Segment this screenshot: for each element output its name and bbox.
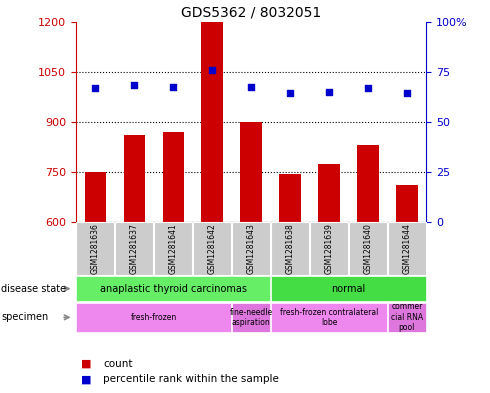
Text: GSM1281639: GSM1281639 (324, 223, 334, 274)
Bar (85, 172, 106, 222)
Text: normal: normal (331, 284, 366, 294)
Point (286, 90, 294, 97)
Text: ■: ■ (81, 358, 91, 369)
Bar (163, 132, 184, 222)
Bar (318, 163, 340, 222)
Point (170, 84, 177, 90)
Point (92, 85, 99, 92)
Point (364, 85, 372, 92)
Text: commer
cial RNA
pool: commer cial RNA pool (391, 303, 423, 332)
Bar (201, 22, 223, 222)
Text: anaplastic thyroid carcinomas: anaplastic thyroid carcinomas (100, 284, 247, 294)
Title: GDS5362 / 8032051: GDS5362 / 8032051 (181, 5, 321, 19)
Text: GSM1281642: GSM1281642 (208, 223, 217, 274)
Text: GSM1281643: GSM1281643 (246, 223, 256, 274)
Text: count: count (103, 358, 132, 369)
Text: GSM1281638: GSM1281638 (286, 223, 294, 274)
Text: specimen: specimen (1, 312, 48, 322)
Point (247, 84, 255, 90)
Text: ■: ■ (81, 374, 91, 384)
Bar (279, 174, 301, 222)
Text: GSM1281641: GSM1281641 (169, 223, 178, 274)
Point (130, 82, 138, 88)
Text: GSM1281644: GSM1281644 (402, 223, 411, 274)
Text: percentile rank within the sample: percentile rank within the sample (103, 374, 279, 384)
Text: fine-needle
aspiration: fine-needle aspiration (229, 308, 273, 327)
Text: GSM1281637: GSM1281637 (130, 223, 139, 274)
Text: fresh-frozen: fresh-frozen (131, 313, 177, 322)
Text: GSM1281636: GSM1281636 (91, 223, 100, 274)
Point (403, 90, 411, 97)
Point (208, 67, 216, 73)
Point (325, 88, 333, 95)
Bar (241, 122, 262, 222)
Bar (123, 135, 145, 222)
Text: fresh-frozen contralateral
lobe: fresh-frozen contralateral lobe (280, 308, 378, 327)
Text: GSM1281640: GSM1281640 (364, 223, 372, 274)
Bar (396, 185, 417, 222)
Text: disease state: disease state (1, 284, 66, 294)
Bar (357, 145, 379, 222)
